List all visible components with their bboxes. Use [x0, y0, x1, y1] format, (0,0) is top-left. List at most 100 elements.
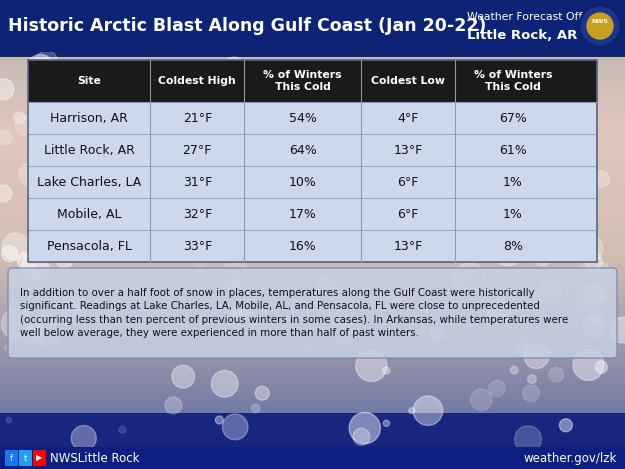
Circle shape — [471, 389, 492, 410]
Text: Lake Charles, LA: Lake Charles, LA — [37, 175, 141, 189]
Circle shape — [303, 342, 312, 351]
Circle shape — [200, 188, 226, 214]
Circle shape — [537, 280, 560, 304]
Circle shape — [487, 299, 511, 323]
Circle shape — [332, 286, 354, 309]
Circle shape — [587, 283, 606, 303]
Circle shape — [223, 57, 245, 79]
Circle shape — [166, 205, 185, 225]
Circle shape — [172, 129, 179, 136]
FancyBboxPatch shape — [8, 268, 617, 358]
Circle shape — [328, 177, 334, 184]
Circle shape — [52, 185, 58, 190]
Text: 1%: 1% — [503, 207, 523, 220]
Circle shape — [231, 164, 255, 188]
Text: NWSLittle Rock: NWSLittle Rock — [50, 452, 139, 464]
Circle shape — [511, 366, 518, 374]
Circle shape — [383, 420, 389, 426]
Bar — [28, 166, 597, 198]
Text: 67%: 67% — [499, 112, 527, 124]
Circle shape — [2, 233, 29, 260]
Circle shape — [56, 301, 62, 307]
Circle shape — [62, 152, 88, 179]
Circle shape — [362, 257, 368, 262]
Text: Harrison, AR: Harrison, AR — [50, 112, 128, 124]
Circle shape — [0, 185, 12, 202]
Circle shape — [356, 350, 387, 381]
Circle shape — [216, 416, 223, 424]
Bar — [0, 0, 625, 52]
Circle shape — [156, 108, 168, 120]
Circle shape — [499, 71, 511, 83]
Circle shape — [138, 201, 149, 212]
Circle shape — [16, 115, 36, 135]
Circle shape — [331, 315, 359, 343]
Circle shape — [219, 262, 251, 294]
Circle shape — [2, 246, 18, 262]
Circle shape — [528, 375, 536, 383]
Circle shape — [408, 126, 414, 132]
Circle shape — [56, 250, 74, 268]
Circle shape — [579, 5, 621, 47]
Text: f: f — [10, 454, 13, 462]
Text: Pensacola, FL: Pensacola, FL — [47, 240, 132, 252]
Circle shape — [19, 162, 45, 188]
Bar — [28, 198, 597, 230]
Circle shape — [549, 367, 564, 382]
Text: 21°F: 21°F — [182, 112, 212, 124]
Circle shape — [578, 68, 596, 86]
Text: 1%: 1% — [503, 175, 523, 189]
Text: Little Rock, AR: Little Rock, AR — [44, 144, 134, 157]
Circle shape — [476, 201, 488, 213]
Circle shape — [0, 79, 14, 100]
Circle shape — [22, 325, 42, 345]
Circle shape — [516, 340, 532, 356]
Circle shape — [489, 177, 515, 202]
Circle shape — [63, 290, 84, 312]
Circle shape — [61, 298, 86, 323]
Circle shape — [318, 101, 331, 113]
Text: % of Winters
This Cold: % of Winters This Cold — [474, 70, 552, 92]
Circle shape — [165, 397, 182, 414]
Bar — [28, 230, 597, 262]
Circle shape — [361, 202, 379, 221]
Circle shape — [36, 51, 58, 73]
Circle shape — [311, 173, 330, 193]
Circle shape — [492, 234, 524, 265]
FancyBboxPatch shape — [33, 450, 46, 466]
Circle shape — [251, 404, 260, 413]
FancyBboxPatch shape — [5, 450, 18, 466]
Circle shape — [71, 425, 96, 451]
Circle shape — [51, 80, 62, 92]
Circle shape — [6, 417, 12, 423]
Text: Historic Arctic Blast Along Gulf Coast (Jan 20-22): Historic Arctic Blast Along Gulf Coast (… — [8, 17, 486, 35]
Text: ▶: ▶ — [36, 454, 42, 462]
Text: Mobile, AL: Mobile, AL — [57, 207, 121, 220]
Circle shape — [413, 396, 442, 425]
Circle shape — [22, 253, 49, 280]
Circle shape — [441, 64, 466, 89]
Text: Little Rock, AR: Little Rock, AR — [467, 29, 578, 41]
Circle shape — [353, 428, 370, 445]
Text: 16%: 16% — [289, 240, 316, 252]
Circle shape — [169, 204, 187, 222]
Text: 64%: 64% — [289, 144, 316, 157]
Circle shape — [183, 129, 198, 143]
Circle shape — [397, 173, 418, 194]
Text: 8%: 8% — [503, 240, 523, 252]
Circle shape — [377, 191, 388, 202]
Circle shape — [18, 252, 36, 271]
Text: In addition to over a half foot of snow in places, temperatures along the Gulf C: In addition to over a half foot of snow … — [20, 287, 568, 339]
Bar — [0, 447, 625, 469]
Circle shape — [532, 248, 551, 266]
Circle shape — [522, 385, 539, 401]
Circle shape — [491, 279, 498, 286]
Circle shape — [1, 309, 32, 339]
Circle shape — [74, 138, 79, 143]
Circle shape — [349, 412, 381, 444]
Circle shape — [211, 371, 238, 397]
Text: 31°F: 31°F — [182, 175, 212, 189]
Circle shape — [398, 202, 405, 210]
Text: 13°F: 13°F — [393, 240, 422, 252]
Circle shape — [324, 149, 329, 153]
